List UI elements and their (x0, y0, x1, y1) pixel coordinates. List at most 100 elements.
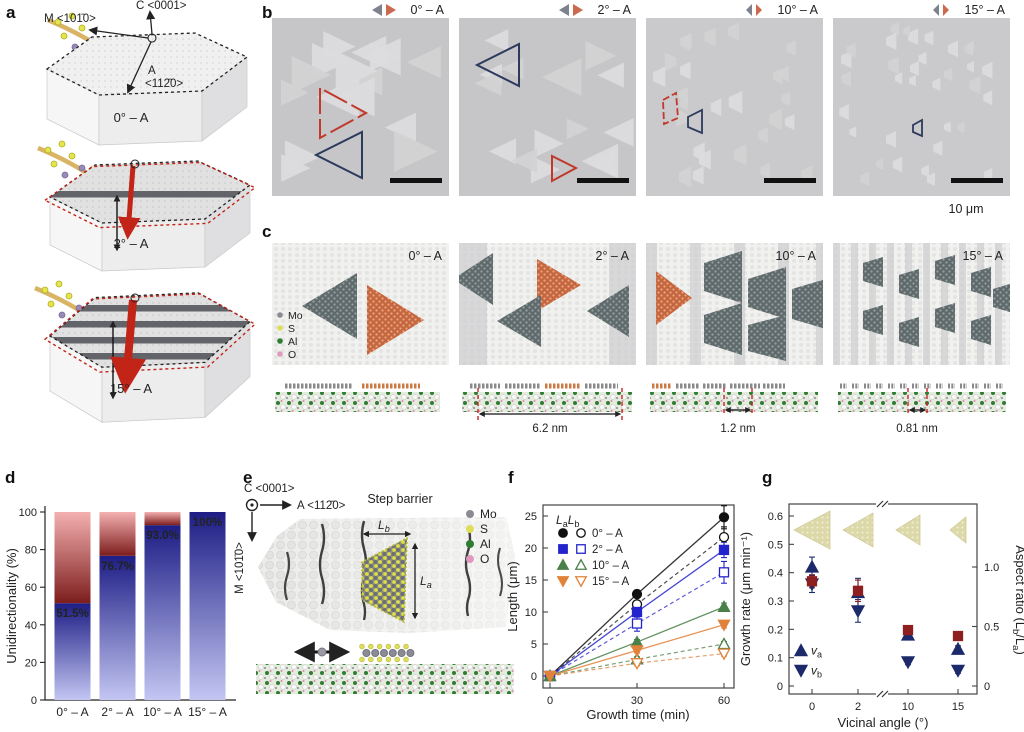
m-axis-label: M <101̄0> (44, 13, 96, 25)
scale-bar (764, 178, 816, 183)
mos2-chain-side-view (359, 643, 415, 663)
mos2-domain (876, 158, 884, 171)
domain-shape-icon (949, 516, 967, 544)
domain-shape-icon (895, 514, 921, 546)
mos2-domain (839, 104, 849, 121)
m-axis-arrow (88, 26, 149, 39)
minority-island (537, 259, 581, 311)
right-y-axis-title: Aspect ratio (Lb/La) (1010, 545, 1024, 655)
step-edge (283, 551, 291, 601)
data-marker (630, 658, 644, 671)
mos2-domain (924, 30, 934, 46)
mos2-domain (769, 108, 782, 130)
hexagonal-crystal-0: C <0001> M <101̄0> A<112̄0> 0° – A (44, 0, 249, 146)
a-axis-label: A <112̄0> (297, 500, 346, 512)
axis-break-slash (876, 500, 884, 508)
terrace-stripe (959, 243, 966, 365)
mos2-domain (678, 166, 692, 188)
mos2-domain (333, 77, 375, 117)
data-marker (717, 648, 731, 661)
mos2-domain (361, 37, 401, 76)
minority-bar-segment (54, 512, 91, 604)
data-marker (902, 624, 914, 636)
terrace-width-label: 6.2 nm (532, 423, 567, 435)
majority-bar-segment (144, 525, 181, 700)
mo-atom (388, 649, 397, 658)
step-edge (318, 523, 326, 605)
panel-letter-b: b (262, 3, 272, 22)
mos2-domain (967, 60, 975, 73)
data-marker (852, 585, 864, 596)
panel-letter-c: c (262, 222, 271, 241)
legend-series-label: 0° – A (592, 528, 623, 540)
data-marker (718, 544, 730, 556)
data-marker (950, 641, 966, 655)
data-marker (558, 544, 568, 554)
y-tick-label: 10 (525, 607, 537, 619)
mos2-domain (323, 31, 356, 62)
mos2-domain (841, 50, 852, 69)
axis-break-mask (876, 500, 888, 508)
panel-b-sem-images: 0° – A 2° – A 10° – A 15° – A (272, 3, 1010, 216)
island-layer (971, 267, 991, 297)
s-atom (394, 656, 400, 663)
mo-atom (379, 649, 388, 658)
lb-label: Lb (378, 518, 390, 534)
mos2-domain (908, 28, 919, 46)
step-barrier-label: Step barrier (367, 492, 432, 506)
legend-label: O (288, 349, 296, 361)
x-axis-title: Vicinal angle (°) (838, 715, 929, 730)
mos2-domain (890, 21, 900, 36)
mos2-domain (511, 148, 538, 173)
b-header-3: 15° – A (933, 3, 1006, 17)
orientation-right-icon (573, 4, 583, 16)
data-marker (631, 606, 643, 618)
mos2-domain (983, 90, 993, 106)
s-atom (359, 643, 365, 650)
x-axis-title: Growth time (min) (586, 707, 689, 722)
y-axis-title: Length (μm) (505, 561, 520, 631)
right-y-tick-label: 1.0 (984, 562, 999, 574)
island-layer (993, 283, 1010, 313)
data-marker (543, 670, 557, 683)
c-axis-label: C <0001> (136, 0, 187, 12)
orientation-left-icon (933, 4, 939, 16)
x-category-label: 15° – A (188, 705, 227, 719)
mos2-domain (885, 131, 897, 148)
panel-d-unidirectionality-chart: 0 20 40 60 80 100 Unidirectionality (%) 51.5% 0°… (4, 506, 236, 719)
s-atom (385, 643, 392, 650)
x-tick-label: 0 (547, 695, 553, 707)
data-marker (558, 528, 568, 538)
terrace-stripe (833, 243, 840, 365)
island-layer (497, 295, 541, 347)
crystal-top-face (47, 33, 247, 95)
mo-atom (397, 649, 406, 658)
majority-island (302, 273, 357, 339)
majority-island (863, 257, 883, 287)
data-marker (718, 567, 730, 578)
sapphire-side-view (256, 664, 514, 694)
left-y-tick-label: 0.1 (768, 653, 783, 665)
y-tick-label: 20 (25, 657, 37, 669)
orientation-left-icon (372, 4, 382, 16)
b0-minority-outline (319, 86, 369, 140)
b1-majority-outline (474, 42, 520, 88)
island-layer (587, 285, 629, 337)
mo-atom (406, 649, 415, 658)
x-category-label: 0° – A (56, 705, 88, 719)
axis-break-slash (881, 500, 889, 508)
mos2-domain (908, 74, 916, 87)
y-tick-label: 25 (525, 511, 537, 523)
a-axis-label: A (148, 65, 156, 77)
b-header-1: 2° – A (559, 3, 632, 17)
s-adatom (68, 152, 76, 160)
y-tick-label: 20 (525, 543, 537, 555)
data-marker (717, 619, 731, 632)
s-atom (403, 643, 409, 650)
island-layer (302, 273, 357, 339)
mos2-domain (892, 156, 903, 173)
panel-c-atomic-models: 0° – A 2° – A 10° – A 15° – A Mo S Al O … (272, 243, 1010, 435)
mos2-domain (841, 71, 851, 87)
majority-island (704, 303, 742, 355)
mos2-domain (888, 56, 899, 75)
